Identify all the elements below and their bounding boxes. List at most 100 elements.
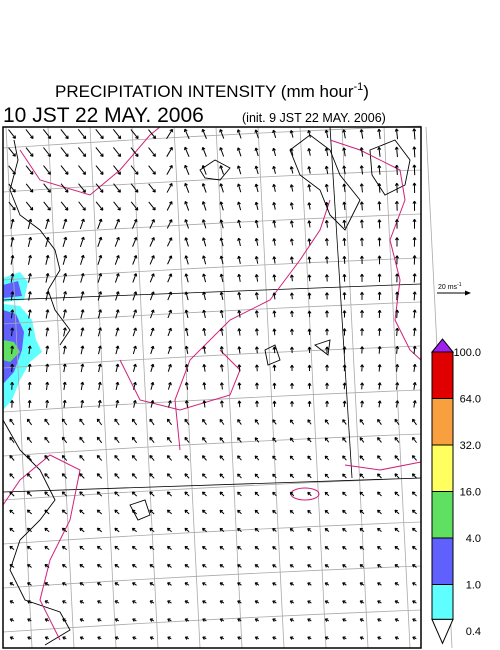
wind-vector — [150, 381, 155, 390]
wind-vector — [219, 219, 224, 229]
wind-vector — [201, 237, 207, 247]
wind-vector — [254, 509, 260, 515]
wind-vector — [26, 509, 33, 515]
wind-vector — [237, 273, 242, 282]
wind-vector — [45, 309, 50, 319]
wind-vector — [201, 146, 207, 157]
wind-vector — [202, 309, 207, 319]
wind-vector — [307, 256, 312, 264]
wind-vector — [307, 582, 312, 586]
wind-vector — [149, 291, 155, 301]
wind-vector — [394, 182, 399, 193]
wind-vector — [184, 636, 190, 640]
wind-vector — [115, 345, 120, 355]
wind-vector — [131, 454, 138, 461]
wind-vector — [307, 310, 312, 318]
wind-vector — [79, 454, 85, 461]
wind-vector — [254, 129, 259, 139]
wind-vector — [307, 382, 312, 389]
wind-vector — [166, 146, 173, 157]
wind-vector — [97, 600, 102, 604]
wind-vector — [184, 363, 189, 372]
wind-vector — [150, 363, 155, 372]
wind-vector — [132, 327, 137, 337]
wind-vector — [97, 291, 103, 301]
wind-vector — [412, 218, 417, 229]
wind-vector — [359, 564, 365, 568]
wind-vector — [359, 509, 365, 515]
wind-vector — [412, 382, 417, 390]
wind-vector — [377, 183, 382, 193]
wind-vector — [183, 128, 190, 140]
wind-vector — [307, 546, 312, 550]
wind-vector — [324, 509, 330, 515]
wind-vector — [254, 382, 259, 390]
grid-line — [257, 126, 285, 649]
wind-vector — [272, 220, 277, 228]
wind-vector — [219, 237, 224, 247]
wind-vector — [27, 363, 32, 373]
wind-vector — [149, 273, 155, 283]
wind-vector — [377, 364, 382, 372]
wind-vector — [9, 455, 15, 461]
wind-vector — [166, 418, 172, 426]
wind-vector — [149, 255, 155, 265]
wind-vector — [394, 473, 400, 479]
wind-vector — [254, 201, 259, 211]
wind-vector — [201, 491, 207, 497]
wind-vector — [10, 327, 15, 337]
wind-vector — [97, 254, 103, 265]
wind-vector — [9, 418, 15, 426]
wind-vector — [149, 218, 155, 229]
wind-vector — [80, 272, 85, 283]
wind-vector — [62, 381, 67, 391]
wind-vector — [359, 473, 365, 479]
colorbar-over — [430, 338, 455, 353]
wind-vector — [150, 400, 155, 408]
wind-vector — [237, 328, 242, 336]
wind-vector — [307, 220, 312, 228]
wind-vector — [131, 564, 137, 568]
wind-vector — [324, 256, 329, 264]
wind-vector — [148, 129, 157, 139]
wind-vector — [359, 183, 364, 193]
wind-vector — [10, 255, 15, 265]
wind-vector — [42, 129, 52, 140]
wind-vector — [289, 582, 295, 586]
wind-vector — [359, 437, 365, 443]
wind-vector — [95, 165, 104, 175]
wind-vector — [131, 491, 138, 497]
wind-vector — [115, 309, 120, 319]
wind-vector — [219, 382, 224, 390]
wind-vector — [377, 255, 382, 265]
wind-vector — [219, 165, 225, 175]
wind-vector — [237, 455, 242, 461]
wind-vector — [112, 129, 122, 140]
wind-vector — [202, 564, 207, 568]
wind-vector — [377, 636, 382, 640]
wind-vector — [219, 509, 225, 515]
wind-vector — [44, 491, 50, 497]
wind-vector — [307, 184, 312, 192]
wind-vector — [9, 473, 15, 479]
wind-vector — [201, 201, 207, 211]
wind-vector — [254, 455, 260, 461]
wind-vector — [237, 491, 242, 497]
wind-vector — [62, 618, 67, 622]
wind-vector — [307, 419, 312, 425]
wind-vector — [377, 309, 382, 318]
wind-vector — [324, 636, 330, 640]
wind-vector — [289, 419, 295, 425]
wind-vector — [342, 491, 347, 497]
wind-vector — [150, 327, 155, 337]
wind-vector — [324, 582, 330, 586]
wind-vector — [254, 400, 259, 408]
grid-line — [131, 126, 159, 649]
title-text: PRECIPITATION INTENSITY (mm hour — [55, 82, 354, 101]
wind-vector — [44, 564, 50, 568]
wind-vector — [167, 291, 173, 301]
wind-vector — [202, 327, 207, 336]
wind-vector — [360, 364, 365, 372]
wind-vector — [9, 618, 15, 622]
